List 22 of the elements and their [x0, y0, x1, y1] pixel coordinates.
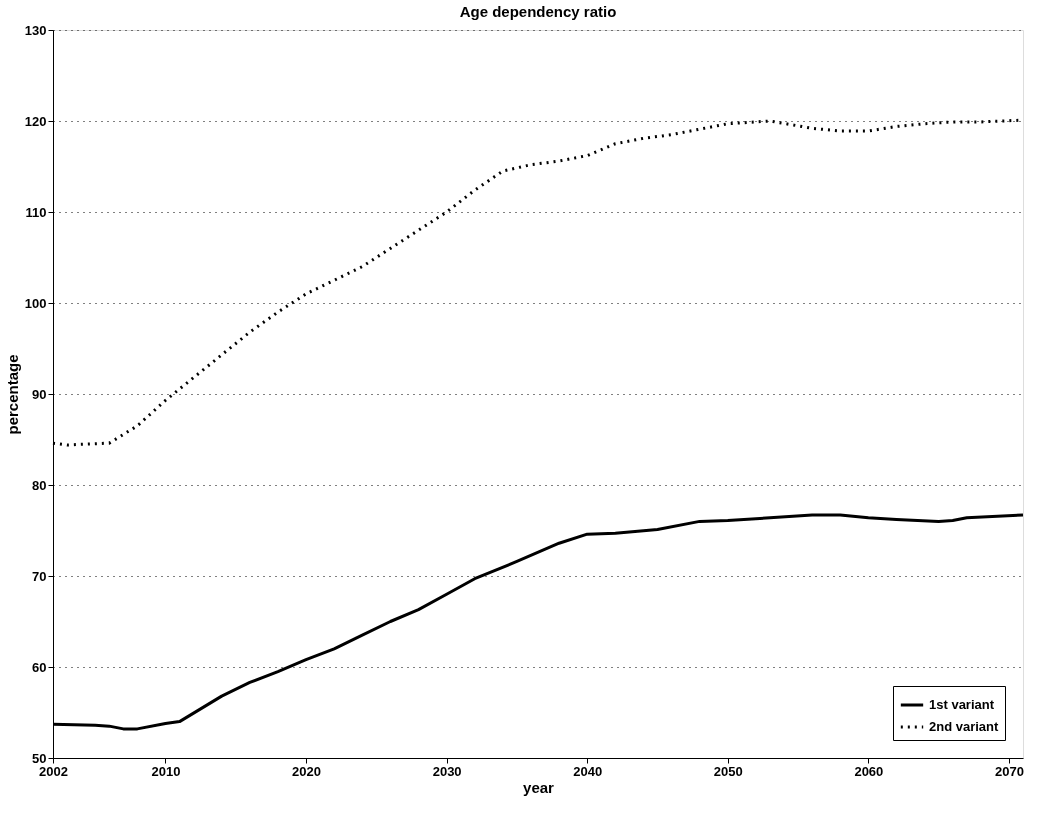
y-tick-label: 80: [32, 477, 47, 493]
x-tick-label: 2050: [713, 763, 743, 779]
y-tick-label: 90: [32, 386, 47, 402]
y-tick-label: 120: [24, 113, 47, 129]
x-tick-label: 2020: [292, 763, 321, 779]
x-tick-label: 2010: [151, 763, 181, 779]
legend-label: 1st variant: [929, 697, 995, 712]
legend-label: 2nd variant: [929, 719, 1000, 734]
chart-title: Age dependency ratio: [459, 3, 617, 20]
x-tick-label: 2070: [994, 763, 1024, 779]
x-tick-label: 2060: [854, 763, 884, 779]
y-tick-label: 70: [32, 568, 47, 584]
x-tick-label: 2040: [573, 763, 603, 779]
y-tick-label: 100: [24, 295, 47, 311]
y-tick-label: 60: [32, 659, 47, 675]
x-tick-label: 2030: [432, 763, 462, 779]
x-axis-title: year: [523, 778, 555, 796]
y-tick-label: 50: [32, 750, 47, 766]
x-tick-label: 2002: [39, 763, 68, 779]
y-tick-label: 110: [25, 204, 47, 220]
y-tick-label: 130: [24, 22, 47, 38]
y-axis-title: percentage: [3, 354, 21, 435]
